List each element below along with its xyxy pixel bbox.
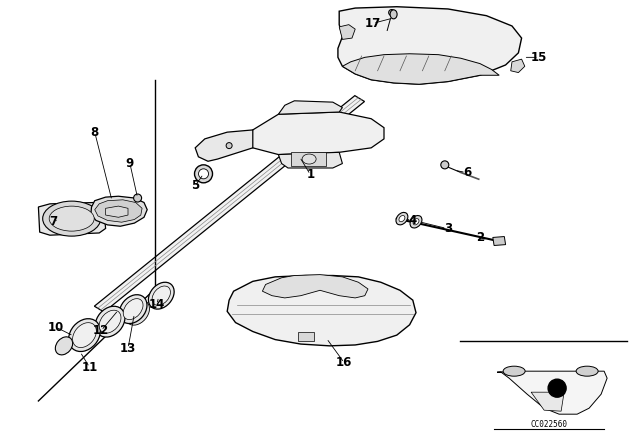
- Ellipse shape: [72, 323, 97, 348]
- Polygon shape: [38, 202, 106, 235]
- Polygon shape: [291, 152, 326, 166]
- Ellipse shape: [134, 194, 141, 202]
- Polygon shape: [278, 152, 342, 168]
- Ellipse shape: [390, 10, 397, 19]
- Polygon shape: [227, 276, 416, 346]
- Text: 7: 7: [49, 215, 57, 228]
- Text: 12: 12: [93, 324, 109, 337]
- Ellipse shape: [49, 206, 94, 231]
- Polygon shape: [511, 59, 525, 73]
- Ellipse shape: [99, 310, 121, 333]
- Text: 3: 3: [444, 222, 452, 235]
- Ellipse shape: [413, 219, 419, 225]
- Ellipse shape: [124, 299, 143, 319]
- Text: 5: 5: [191, 179, 199, 193]
- Polygon shape: [262, 275, 368, 298]
- Ellipse shape: [410, 215, 422, 228]
- Polygon shape: [339, 25, 355, 39]
- Circle shape: [548, 379, 566, 397]
- Ellipse shape: [399, 215, 405, 222]
- Ellipse shape: [152, 286, 170, 306]
- Ellipse shape: [195, 165, 212, 183]
- Polygon shape: [243, 112, 384, 155]
- Polygon shape: [95, 200, 142, 222]
- Text: 11: 11: [81, 361, 98, 374]
- Polygon shape: [91, 196, 147, 226]
- Ellipse shape: [95, 306, 125, 337]
- Ellipse shape: [148, 282, 174, 309]
- Text: 16: 16: [336, 356, 353, 370]
- Text: 4: 4: [409, 214, 417, 227]
- Polygon shape: [298, 332, 314, 341]
- Text: 14: 14: [148, 298, 165, 311]
- Text: 6: 6: [463, 166, 471, 179]
- Ellipse shape: [441, 161, 449, 169]
- Text: 9: 9: [126, 157, 134, 170]
- Text: 2: 2: [476, 231, 484, 244]
- Text: 13: 13: [120, 342, 136, 355]
- Ellipse shape: [43, 201, 100, 236]
- Ellipse shape: [226, 142, 232, 149]
- Text: 8: 8: [91, 125, 99, 139]
- Ellipse shape: [388, 9, 395, 16]
- Ellipse shape: [198, 169, 209, 179]
- Text: 15: 15: [531, 51, 547, 64]
- Text: 1: 1: [307, 168, 314, 181]
- Polygon shape: [497, 371, 607, 414]
- Ellipse shape: [119, 295, 147, 323]
- Ellipse shape: [503, 366, 525, 376]
- Ellipse shape: [302, 154, 316, 164]
- Polygon shape: [195, 130, 253, 161]
- Polygon shape: [338, 7, 522, 84]
- Ellipse shape: [68, 319, 100, 352]
- Ellipse shape: [125, 300, 150, 325]
- Text: 10: 10: [47, 320, 64, 334]
- Polygon shape: [342, 54, 499, 84]
- Polygon shape: [94, 95, 365, 312]
- Polygon shape: [278, 101, 342, 114]
- Ellipse shape: [576, 366, 598, 376]
- Text: CC022560: CC022560: [531, 420, 568, 429]
- Polygon shape: [493, 237, 506, 246]
- Ellipse shape: [396, 212, 408, 225]
- Ellipse shape: [55, 337, 73, 355]
- Polygon shape: [531, 392, 564, 411]
- Text: 17: 17: [365, 17, 381, 30]
- Polygon shape: [106, 206, 128, 217]
